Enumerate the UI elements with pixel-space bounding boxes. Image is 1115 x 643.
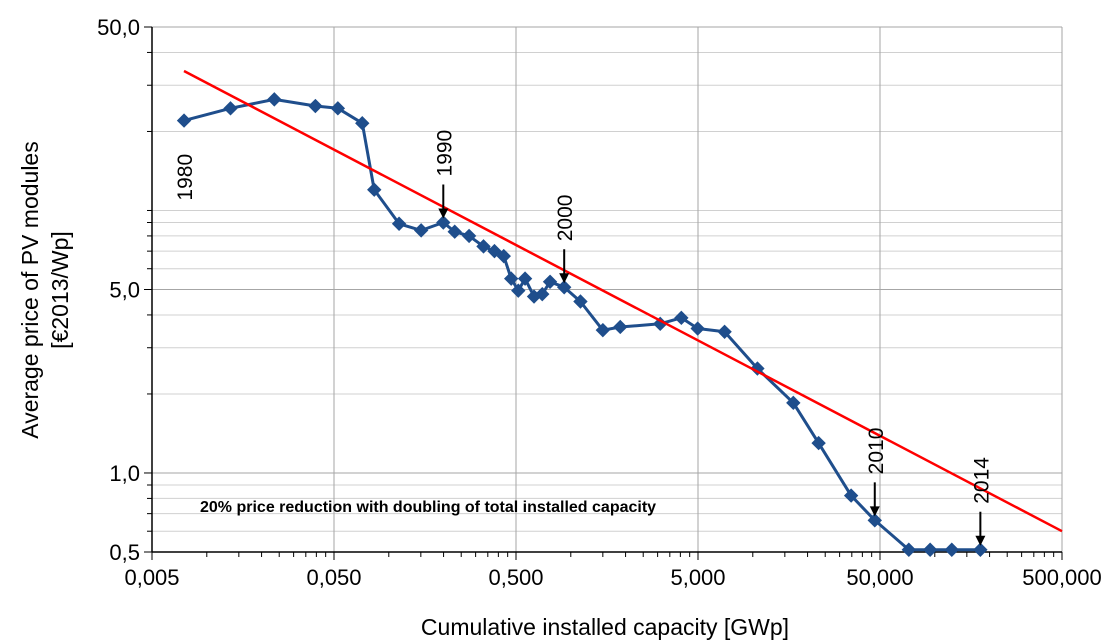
grid-minor <box>152 51 1062 532</box>
y-tick-labels: 0,5 1,0 5,0 50,0 <box>97 15 140 565</box>
data-point <box>511 283 526 298</box>
axes <box>144 26 1063 560</box>
x-tick-label: 0,050 <box>306 565 361 590</box>
data-point <box>944 542 959 557</box>
data-point <box>867 513 882 528</box>
data-point <box>922 542 938 557</box>
data-point <box>176 113 192 128</box>
y-tick-label: 0,5 <box>109 540 140 565</box>
y-axis-title-line2: [€2013/Wp] <box>47 231 73 349</box>
data-point <box>573 294 588 309</box>
data-point <box>542 274 558 289</box>
data-point <box>367 182 382 197</box>
data-point <box>517 271 533 286</box>
grid-major <box>151 26 1063 553</box>
learning-curve-line <box>183 69 1063 533</box>
data-point <box>476 239 491 254</box>
arrow-head <box>438 208 449 219</box>
x-tick-label: 50,000 <box>846 565 913 590</box>
data-point <box>843 488 859 503</box>
data-point <box>503 271 519 286</box>
x-tick-labels: 0,005 0,050 0,500 5,000 50,000 500,000 <box>124 565 1101 590</box>
data-point <box>223 101 238 116</box>
data-point <box>556 280 572 295</box>
data-point <box>447 224 462 239</box>
data-point <box>595 322 611 338</box>
data-point <box>750 361 765 376</box>
data-point <box>674 310 689 326</box>
data-point <box>413 223 429 238</box>
series-layer <box>176 69 1063 557</box>
annotations-layer: 1980 1990 2000 2010 2014 <box>174 130 993 546</box>
x-tick-label: 0,500 <box>488 565 543 590</box>
data-point <box>690 321 705 336</box>
chart-note: 20% price reduction with doubling of tot… <box>200 499 656 516</box>
data-point <box>811 435 826 451</box>
x-tick-label: 500,000 <box>1022 565 1102 590</box>
year-label: 2014 <box>970 457 993 504</box>
y-tick-label: 50,0 <box>97 15 140 40</box>
data-point <box>267 92 282 107</box>
year-label: 2010 <box>865 428 888 475</box>
arrow-head <box>869 506 880 517</box>
data-point <box>436 215 451 230</box>
year-label: 1980 <box>174 154 197 201</box>
y-axis-title-line1: Average price of PV modules <box>17 141 43 438</box>
y-tick-label: 5,0 <box>109 278 140 303</box>
price-series-line <box>183 97 981 552</box>
data-point <box>308 98 323 114</box>
data-point <box>496 248 511 264</box>
data-point <box>487 243 502 259</box>
x-axis-title: Cumulative installed capacity [GWp] <box>421 614 789 640</box>
data-point <box>973 542 988 557</box>
year-label: 1990 <box>433 130 456 177</box>
y-tick-label: 1,0 <box>109 461 140 486</box>
data-point <box>786 395 801 411</box>
x-tick-label: 5,000 <box>670 565 725 590</box>
arrow-head <box>975 535 986 546</box>
data-point <box>461 228 477 244</box>
data-point <box>355 116 370 131</box>
data-point <box>717 324 732 340</box>
data-point <box>901 542 917 557</box>
data-point <box>391 216 407 231</box>
data-point <box>613 319 628 335</box>
data-point <box>535 286 550 302</box>
year-label: 2000 <box>554 195 577 242</box>
x-tick-label: 0,005 <box>124 565 179 590</box>
arrow-head <box>559 273 570 284</box>
data-point <box>330 101 346 116</box>
